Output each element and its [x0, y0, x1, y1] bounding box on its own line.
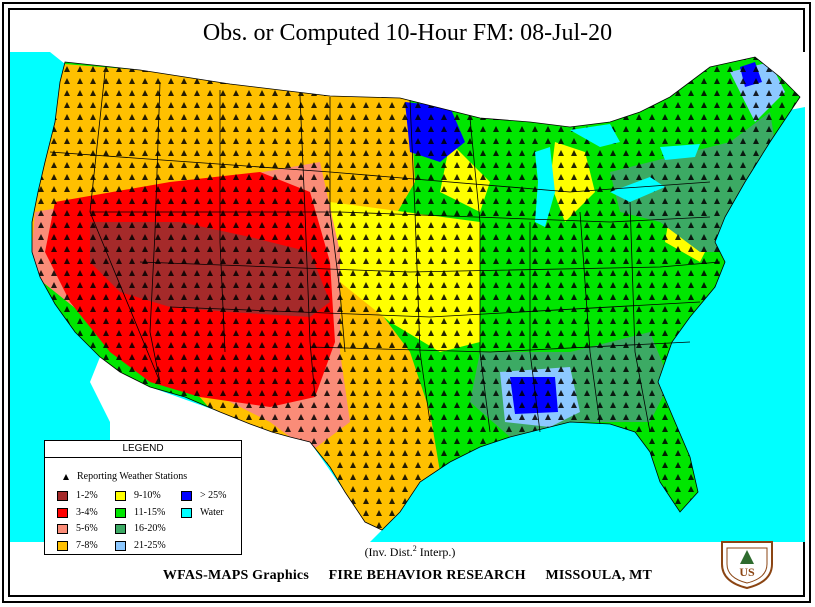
- moisture-zones: [32, 57, 800, 530]
- legend-item-label: 16-20%: [134, 523, 166, 534]
- legend-swatch: [115, 523, 126, 534]
- legend-stations-label: Reporting Weather Stations: [77, 471, 188, 482]
- legend-item-label: 21-25%: [134, 540, 166, 551]
- legend-item-label: 11-15%: [134, 507, 166, 518]
- footer-credits: WFAS-MAPS Graphics FIRE BEHAVIOR RESEARC…: [0, 568, 815, 584]
- legend-item-label: 9-10%: [134, 490, 161, 501]
- forest-service-shield-logo: US: [721, 541, 773, 590]
- fuel-moisture-map: [10, 52, 805, 542]
- legend-item-label: Water: [200, 507, 224, 518]
- interp-tail: Interp.): [419, 545, 456, 559]
- interp-label: (Inv. Dist.: [364, 545, 413, 559]
- legend-item: 21-25%: [115, 540, 166, 551]
- logo-text: US: [739, 565, 755, 579]
- footer-location: MISSOULA, MT: [545, 568, 653, 583]
- legend-heading: LEGEND: [45, 441, 241, 458]
- legend-swatch: [181, 507, 192, 518]
- legend-item-label: 1-2%: [76, 490, 98, 501]
- footer-research: FIRE BEHAVIOR RESEARCH: [328, 568, 526, 583]
- legend: LEGEND Reporting Weather Stations 1-2% 3…: [44, 440, 242, 555]
- station-triangle-icon: [63, 473, 69, 480]
- legend-item-label: 3-4%: [76, 507, 98, 518]
- legend-item-label: 5-6%: [76, 523, 98, 534]
- legend-swatch: [57, 490, 68, 501]
- footer-graphics: WFAS-MAPS Graphics: [162, 568, 309, 583]
- legend-swatch: [115, 540, 126, 551]
- legend-item: > 25%: [181, 490, 226, 501]
- legend-swatch: [57, 523, 68, 534]
- legend-item: 3-4%: [57, 507, 98, 518]
- legend-item: 9-10%: [115, 490, 161, 501]
- interp-sup: 2: [412, 544, 417, 553]
- legend-item-label: > 25%: [200, 490, 227, 501]
- legend-item: 5-6%: [57, 523, 98, 534]
- map-title: Obs. or Computed 10-Hour FM: 08-Jul-20: [202, 20, 613, 46]
- legend-swatch: [115, 490, 126, 501]
- state-boundaries: [31, 56, 801, 531]
- legend-swatch: [57, 540, 68, 551]
- legend-item-label: 7-8%: [76, 540, 98, 551]
- legend-item: 7-8%: [57, 540, 98, 551]
- legend-stations-row: Reporting Weather Stations: [63, 471, 187, 482]
- legend-swatch: [115, 507, 126, 518]
- legend-swatch: [181, 490, 192, 501]
- legend-item: 11-15%: [115, 507, 165, 518]
- legend-item: 16-20%: [115, 523, 166, 534]
- legend-item: Water: [181, 507, 224, 518]
- interpolation-note: (Inv. Dist.2 Interp.): [330, 544, 490, 560]
- legend-swatch: [57, 507, 68, 518]
- legend-item: 1-2%: [57, 490, 98, 501]
